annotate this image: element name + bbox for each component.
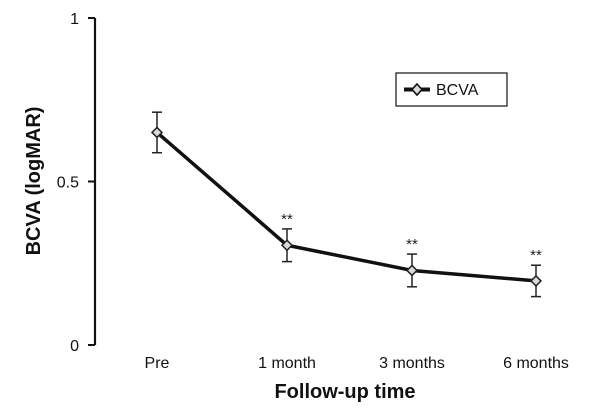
x-ticks: Pre 1 month 3 months 6 months	[145, 355, 569, 372]
data-point-marker	[280, 239, 294, 252]
x-axis-title: Follow-up time	[274, 381, 415, 403]
y-tick-label: 1	[70, 11, 79, 28]
y-tick-label: 0.5	[57, 175, 79, 192]
x-tick-label: 3 months	[379, 355, 445, 372]
x-tick-label: Pre	[145, 355, 170, 372]
legend: BCVA	[395, 72, 508, 107]
x-tick-label: 6 months	[503, 355, 569, 372]
legend-marker-diamond	[410, 82, 424, 97]
significance-annotation: **	[281, 211, 293, 228]
series-layer	[150, 111, 543, 298]
legend-label: BCVA	[436, 82, 479, 99]
data-point-marker	[529, 274, 543, 287]
series-line-bcva	[155, 130, 538, 283]
significance-annotation: **	[530, 247, 542, 264]
x-tick-label: 1 month	[258, 355, 316, 372]
y-tick-label: 0	[70, 338, 79, 355]
y-ticks: 00.51	[57, 11, 95, 355]
y-axis-title: BCVA (logMAR)	[23, 107, 45, 256]
data-point-marker	[150, 126, 164, 139]
data-point-marker	[405, 264, 419, 277]
annotations: ** ** **	[281, 211, 542, 264]
significance-annotation: **	[406, 236, 418, 253]
